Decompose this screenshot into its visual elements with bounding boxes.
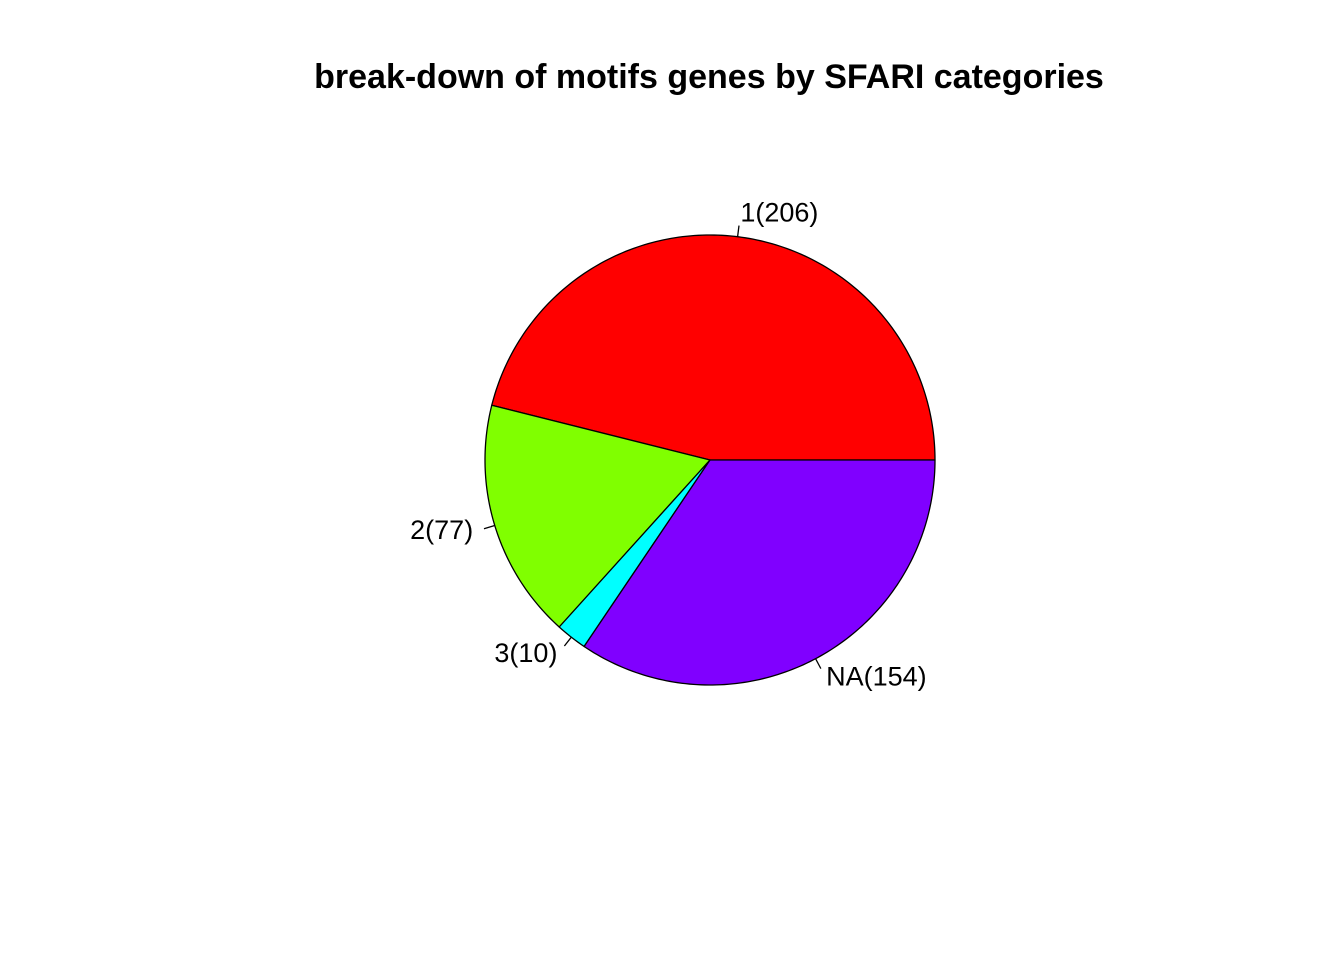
pie-label-ticks xyxy=(483,225,822,669)
slice-label-na: NA(154) xyxy=(826,662,927,692)
slice-label-3: 3(10) xyxy=(494,638,557,668)
label-tick-1 xyxy=(736,225,740,237)
pie-slices xyxy=(484,234,936,686)
pie-slice-2 xyxy=(484,404,711,628)
label-tick-2 xyxy=(483,524,495,530)
pie-labels: 1(206) 2(77) 3(10) NA(154) xyxy=(410,197,927,691)
pie-slice-na xyxy=(583,459,936,686)
label-tick-na xyxy=(815,658,822,669)
label-tick-3 xyxy=(563,636,572,647)
pie-slice-3 xyxy=(558,459,711,648)
chart-title: break-down of motifs genes by SFARI cate… xyxy=(314,58,1104,96)
slice-label-1: 1(206) xyxy=(740,197,818,227)
slice-label-2: 2(77) xyxy=(410,515,473,545)
